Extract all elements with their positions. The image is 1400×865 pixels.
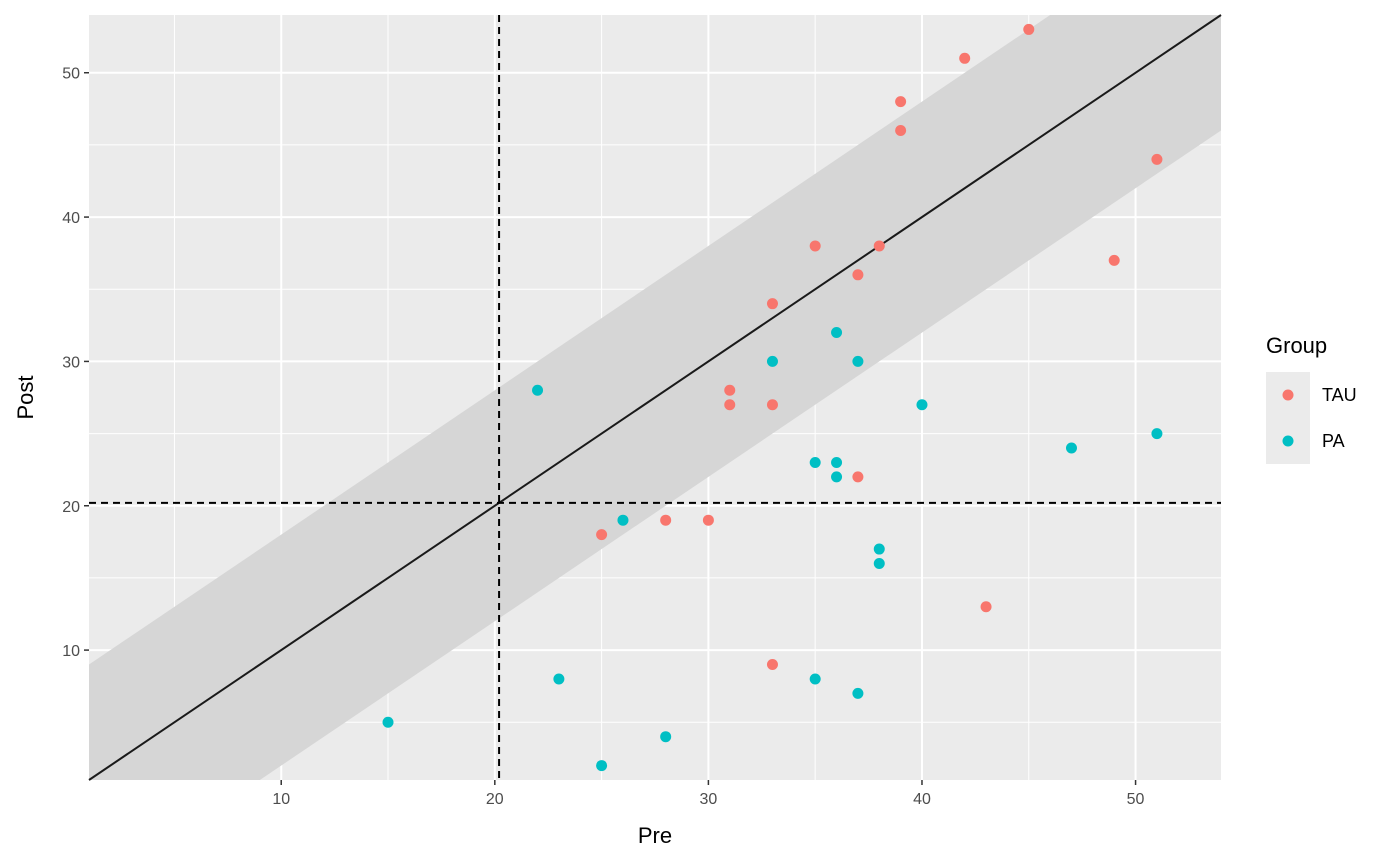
point-tau [895,96,907,108]
identity-line [88,14,1222,781]
point-tau [766,659,778,671]
point-tau [660,514,672,526]
point-tau [980,601,992,613]
point-pa [617,514,629,526]
x-tick-label: 50 [1127,791,1145,808]
y-axis-ticks: 10 20 30 40 50 [62,66,89,660]
legend-key-pa [1282,435,1294,447]
y-tick-label: 20 [62,499,80,516]
legend-title: Group [1266,333,1327,358]
point-pa [766,355,778,367]
point-pa [916,399,928,411]
x-tick-label: 20 [486,791,504,808]
point-pa [831,456,843,468]
point-pa [831,471,843,483]
point-tau [809,240,821,252]
point-tau [702,514,714,526]
legend: Group TAU PA [1266,333,1357,464]
legend-label-tau: TAU [1322,385,1357,405]
x-axis-title: Pre [638,823,672,848]
point-tau [852,269,864,281]
point-pa [1151,428,1163,440]
point-pa [1065,442,1077,454]
point-tau [895,124,907,136]
point-tau [766,298,778,310]
point-tau [1108,254,1120,266]
point-tau [1023,23,1035,35]
legend-key-tau [1282,389,1294,401]
legend-label-pa: PA [1322,431,1345,451]
point-pa [532,384,544,396]
y-tick-label: 40 [62,210,80,227]
point-pa [852,687,864,699]
data-points [382,23,1163,772]
legend-items: TAU PA [1266,372,1357,464]
x-axis-ticks: 10 20 30 40 50 [272,780,1145,808]
point-tau [1151,153,1163,165]
point-pa [809,673,821,685]
point-tau [852,471,864,483]
y-axis-title: Post [13,375,38,419]
point-pa [873,557,885,569]
point-tau [724,399,736,411]
point-tau [766,399,778,411]
point-pa [873,543,885,555]
point-tau [873,240,885,252]
y-tick-label: 10 [62,643,80,660]
y-tick-label: 30 [62,354,80,371]
point-pa [831,327,843,339]
point-pa [809,456,821,468]
point-tau [596,529,608,541]
point-pa [553,673,565,685]
x-tick-label: 10 [272,791,290,808]
point-pa [852,355,864,367]
point-tau [724,384,736,396]
x-tick-label: 30 [699,791,717,808]
point-pa [382,716,394,728]
point-tau [959,52,971,64]
point-pa [660,731,672,743]
point-pa [596,760,608,772]
x-tick-label: 40 [913,791,931,808]
y-tick-label: 50 [62,66,80,83]
